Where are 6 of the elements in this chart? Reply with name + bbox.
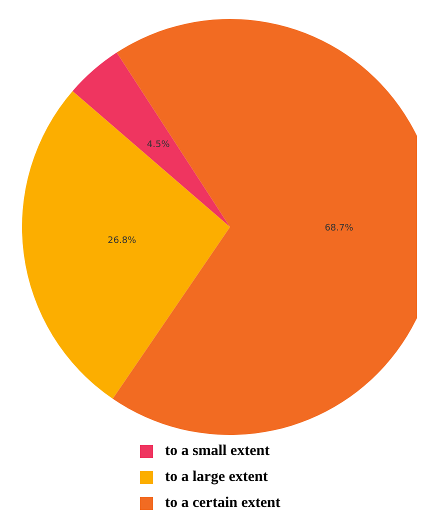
data-label: 26.8% bbox=[108, 236, 137, 246]
legend-label: to a small extent bbox=[165, 442, 270, 460]
data-label: 68.7% bbox=[324, 223, 354, 234]
data-label: 4.5% bbox=[146, 140, 170, 150]
legend-label: to a large extent bbox=[165, 468, 268, 486]
legend-label: to a certain extent bbox=[165, 494, 280, 512]
